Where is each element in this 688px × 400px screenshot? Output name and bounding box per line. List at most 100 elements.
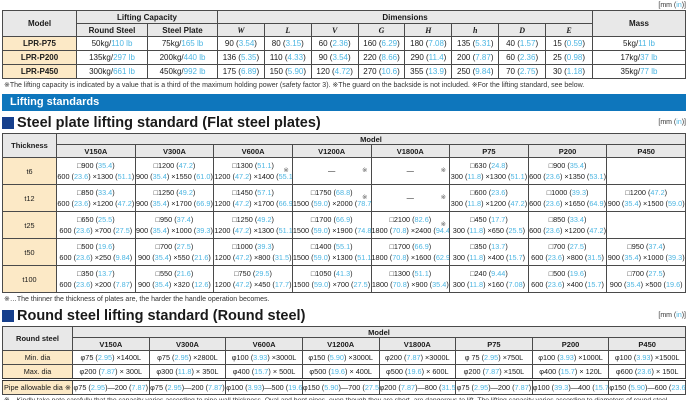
table-cell: 175 (6.89) [217,64,265,79]
plate-section-title: Steel plate lifting standard (Flat steel… [17,114,321,131]
table-cell: □1200 (47.2) 900 (35.4) ×1500 (59.0) [606,184,686,212]
table-cell: □1000 (39.3) 600 (23.6) ×1650 (64.9) [527,184,608,212]
table-cell: □650 (25.5) 600 (23.6) ×700 (27.5) [56,211,136,239]
steel-plate-lifting-table: Thickness Model V150A V300A V600A V1200A V1800… [2,133,686,293]
table-cell: φ200 (7.87) × 300L [72,364,150,380]
table-cell: 25 (0.98) [545,50,593,65]
table-cell: □600 (23.6) 300 (11.8) ×1200 (47.2) [449,184,529,212]
table-cell: □1700 (66.9)1800 (70.8) ×1600 (62.9) [370,238,451,266]
column-header: Steel Plate [146,23,219,37]
column-header: V150A [72,337,150,351]
table-cell: φ75 (2.95)—200 (7.87) [455,378,533,395]
table-cell: 135kg/297 lb [76,50,148,65]
table-cell: □350 (13.7) 600 (23.6) ×200 (7.87) [56,265,136,293]
column-header: V300A [148,337,227,351]
table-cell: 355 (13.9) [404,64,453,79]
row-label: LPR-P450 [2,64,77,79]
column-header: Dimensions [217,10,593,24]
table-cell: □1300 (51.1) 1800 (70.8) ×900 (35.4) [370,265,451,293]
table-cell: 160 (6.29) [357,36,406,51]
table-cell: 40 (1.57) [498,36,547,51]
row-label: Pipe allowable dia ※ [2,378,73,395]
table-cell: 60 (2.36) [498,50,547,65]
table-cell: φ100 (3.93) ×3000L [225,350,303,365]
round-section-title: Round steel lifting standard (Round stee… [17,307,306,324]
table-cell: □240 (9.44) 300 (11.8) ×160 (7.08) [449,265,529,293]
table-cell: □900 (35.4) 600 (23.6) ×1350 (53.1) [527,157,608,185]
model-spec-table: Model Lifting Capacity Dimensions Mass Round… [2,10,686,79]
table-cell: 135 (5.31) [451,36,500,51]
table-cell: 270 (10.6) [357,64,406,79]
table-cell: φ400 (15.7) × 120L [531,364,610,380]
unit-label: [mm (in)] [658,2,686,9]
column-header: P450 [606,144,686,158]
table-cell: □1300 (51.1)1200 (47.2) ×1400 (55.1)※ [213,157,293,185]
table-cell: φ75 (2.95) ×2800L [148,350,227,365]
column-header: V300A [134,144,215,158]
table-row: t25 □650 (25.5) 600 (23.6) ×700 (27.5) □950… [2,211,686,239]
table-cell: □1400 (55.1)1500 (59.0) ×1300 (51.1) [291,238,372,266]
table-cell: □850 (33.4) 600 (23.6) ×1200 (47.2) [527,211,608,239]
table-cell: □1250 (49.2)1200 (47.2) ×1300 (51.1) [213,211,293,239]
table-row: Min. dia φ75 (2.95) ×1400L φ75 (2.95) ×280… [2,350,686,365]
row-label: t12 [2,184,57,212]
row-label: LPR-P200 [2,50,77,65]
table-cell: φ200 (7.87)—800 (31.5) [378,378,457,395]
row-label: t25 [2,211,57,239]
note-mark-icon: ※ [362,167,368,174]
table-cell: — ※ [370,184,451,212]
table-cell: □700 (27.5) 900 (35.4) ×500 (19.6) [606,265,686,293]
note-mark-icon: ※ [362,194,368,201]
table-cell: 15 (0.59) [545,36,593,51]
table-cell: φ150 (5.90)—600 (23.6) [608,378,686,395]
table-cell: φ100 (3.93)—500 (19.6) [225,378,303,395]
table-cell: 290 (11.4) [404,50,453,65]
table-cell: φ200 (7.87) ×150L [455,364,533,380]
table-row: t12 □850 (33.4) 600 (23.6) ×1200 (47.2) □12… [2,184,686,212]
table-cell: φ 75 (2.95) ×750L [455,350,533,365]
table-cell: □1750 (68.8)1500 (59.0) ×2000 (78.7)※ [291,184,372,212]
column-header: Thickness [2,133,57,158]
column-header: P75 [455,337,533,351]
table-cell: □850 (33.4) 600 (23.6) ×1200 (47.2) [56,184,136,212]
note-mark-icon: ※ [283,167,289,174]
table-cell: 80 (3.15) [263,36,312,51]
table-cell: 70 (2.75) [498,64,547,79]
table-cell: □700 (27.5) 600 (23.6) ×800 (31.5) [527,238,608,266]
column-header: V1200A [301,337,380,351]
table-cell: □500 (19.6) 600 (23.6) ×400 (15.7) [527,265,608,293]
column-header: V1200A [291,144,372,158]
row-label: LPR-P75 [2,36,77,51]
footer-note: ※…Kindly take note carefully that the ca… [2,395,686,400]
table-cell [606,211,686,239]
plate-section-heading: Steel plate lifting standard (Flat steel… [2,113,686,132]
column-header: V600A [213,144,293,158]
table-cell: □750 (29.5) 1200 (47.2) ×450 (17.7) [213,265,293,293]
plate-note: ※…The thinner the thickness of plates ar… [4,296,270,303]
table-cell: 50kg/110 lb [76,36,148,51]
column-header: W [217,23,265,37]
unit-label: [mm (in)] [658,119,686,126]
table-row: Pipe allowable dia ※ φ75 (2.95)—200 (7.87… [2,378,686,395]
table-cell: φ75 (2.95)—200 (7.87) [148,378,227,395]
table-row: LPR-P75 50kg/110 lb 75kg/165 lb 90 (3.54) 80… [2,36,686,51]
column-header: P450 [608,337,686,351]
lifting-standards-banner: Lifting standards [2,94,686,111]
table-cell: φ400 (15.7) × 500L [225,364,303,380]
section-square-icon [2,309,14,322]
table-cell: □1000 (39.3) 1200 (47.2) ×800 (31.5) [213,238,293,266]
table-cell: □550 (21.6) 900 (35.4) ×320 (12.6) [134,265,215,293]
table-cell: — ※ [370,157,451,185]
column-header: Lifting Capacity [75,10,219,24]
table-cell: □900 (35.4) 600 (23.6) ×1300 (51.1) [56,157,136,185]
table-cell: 200kg/440 lb [146,50,219,65]
column-header: V150A [56,144,136,158]
table-cell: φ100 (3.93) ×1500L [608,350,686,365]
table-cell: □700 (27.5) 900 (35.4) ×550 (21.6) [134,238,215,266]
column-header: Model [72,326,686,338]
table-cell: φ500 (19.6) × 400L [301,364,380,380]
table-cell: φ600 (23.6) × 150L [608,364,686,380]
table-cell: □950 (37.4) 900 (35.4) ×1000 (39.3) [606,238,686,266]
table-cell: φ75 (2.95) ×1400L [72,350,150,365]
